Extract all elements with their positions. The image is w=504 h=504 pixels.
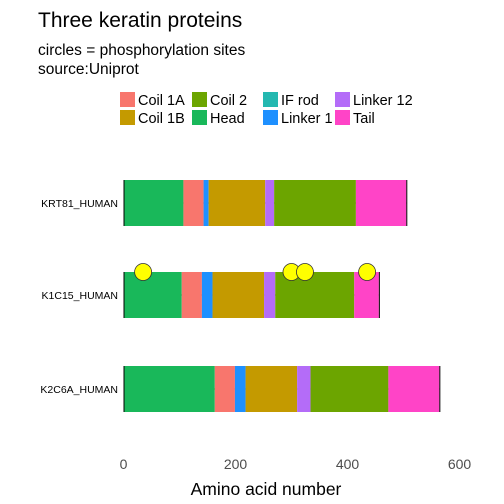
domain-head [123,180,184,226]
legend-tail-label: Tail [353,111,375,127]
domain-coil-1a [214,366,235,412]
x-tick-label: 0 [120,456,128,472]
chart-title: Three keratin proteins [38,9,242,32]
legend-head-swatch [192,110,207,125]
legend-coil-2-swatch [192,92,207,107]
legend-head-label: Head [210,111,245,127]
domain-linker-12 [264,272,276,318]
legend-coil-1a-swatch [120,92,135,107]
domain-coil-1b [212,272,265,318]
domain-linker-12 [265,180,275,226]
domain-linker-1 [234,366,246,412]
domain-head [123,272,182,318]
domain-tail [355,180,407,226]
phospho-site-marker [296,263,314,281]
x-tick-label: 400 [336,456,360,472]
protein-row-krt81_human [123,180,408,226]
x-axis: 0 200 400 600 [120,456,472,472]
x-tick-label: 200 [224,456,248,472]
legend: Coil 1A Coil 1B Coil 2 Head IF rod Linker 1 Li… [120,92,413,127]
domain-coil-1b [245,366,298,412]
plot-area: K2C6A_HUMAN K1C15_HUMAN KRT81_HUMAN [40,180,441,412]
legend-linker-1-swatch [263,110,278,125]
protein-row-k2c6a_human [123,366,441,412]
chart-subtitle-line-1: circles = phosphorylation sites [38,42,245,59]
legend-coil-1b-swatch [120,110,135,125]
legend-tail-swatch [335,110,350,125]
legend-coil-1a-label: Coil 1A [138,93,185,109]
domain-coil-2 [274,180,356,226]
y-tick-label: K2C6A_HUMAN [40,384,118,396]
legend-coil-1b-label: Coil 1B [138,111,185,127]
legend-if-rod-swatch [263,92,278,107]
domain-tail [388,366,440,412]
y-tick-label: K1C15_HUMAN [42,290,118,302]
legend-linker-1-label: Linker 1 [281,111,333,127]
domain-head [123,366,215,412]
domain-coil-1a [181,272,202,318]
domain-linker-1 [203,180,209,226]
phospho-site-marker [358,263,377,281]
y-tick-label: KRT81_HUMAN [41,198,118,210]
domain-coil-1a [183,180,204,226]
x-tick-label: 600 [448,456,472,472]
chart-subtitle-line-2: source:Uniprot [38,61,139,78]
legend-if-rod-label: IF rod [281,93,319,109]
domain-linker-1 [201,272,213,318]
domain-coil-2 [310,366,389,412]
domain-coil-1b [208,180,266,226]
domain-linker-12 [297,366,311,412]
protein-row-k1c15_human [123,263,380,318]
legend-linker-12-swatch [335,92,350,107]
legend-linker-12-label: Linker 12 [353,93,413,109]
phospho-site-marker [134,263,153,281]
x-axis-label: Amino acid number [191,479,342,499]
legend-coil-2-label: Coil 2 [210,93,247,109]
